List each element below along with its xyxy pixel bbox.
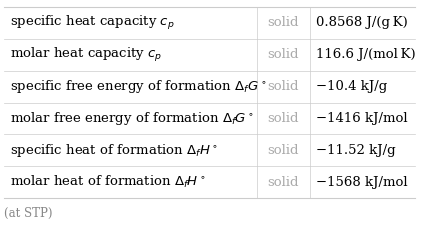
- Text: solid: solid: [268, 80, 299, 93]
- Text: specific heat capacity $c_p$: specific heat capacity $c_p$: [10, 14, 175, 32]
- Text: molar free energy of formation $\Delta_f G^\circ$: molar free energy of formation $\Delta_f…: [10, 110, 255, 127]
- Text: −11.52 kJ/g: −11.52 kJ/g: [317, 144, 396, 157]
- Text: solid: solid: [268, 176, 299, 189]
- Text: molar heat capacity $c_p$: molar heat capacity $c_p$: [10, 46, 163, 64]
- Text: (at STP): (at STP): [4, 207, 53, 220]
- Text: solid: solid: [268, 48, 299, 61]
- Text: specific heat of formation $\Delta_f H^\circ$: specific heat of formation $\Delta_f H^\…: [10, 142, 219, 159]
- Text: solid: solid: [268, 112, 299, 125]
- Text: −1568 kJ/mol: −1568 kJ/mol: [317, 176, 408, 189]
- Text: specific free energy of formation $\Delta_f G^\circ$: specific free energy of formation $\Delt…: [10, 78, 267, 95]
- Text: −1416 kJ/mol: −1416 kJ/mol: [317, 112, 408, 125]
- Text: −10.4 kJ/g: −10.4 kJ/g: [317, 80, 388, 93]
- Text: solid: solid: [268, 16, 299, 29]
- Text: solid: solid: [268, 144, 299, 157]
- Text: molar heat of formation $\Delta_f H^\circ$: molar heat of formation $\Delta_f H^\cir…: [10, 174, 206, 190]
- Text: 116.6 J/(mol K): 116.6 J/(mol K): [317, 48, 416, 61]
- Text: 0.8568 J/(g K): 0.8568 J/(g K): [317, 16, 408, 29]
